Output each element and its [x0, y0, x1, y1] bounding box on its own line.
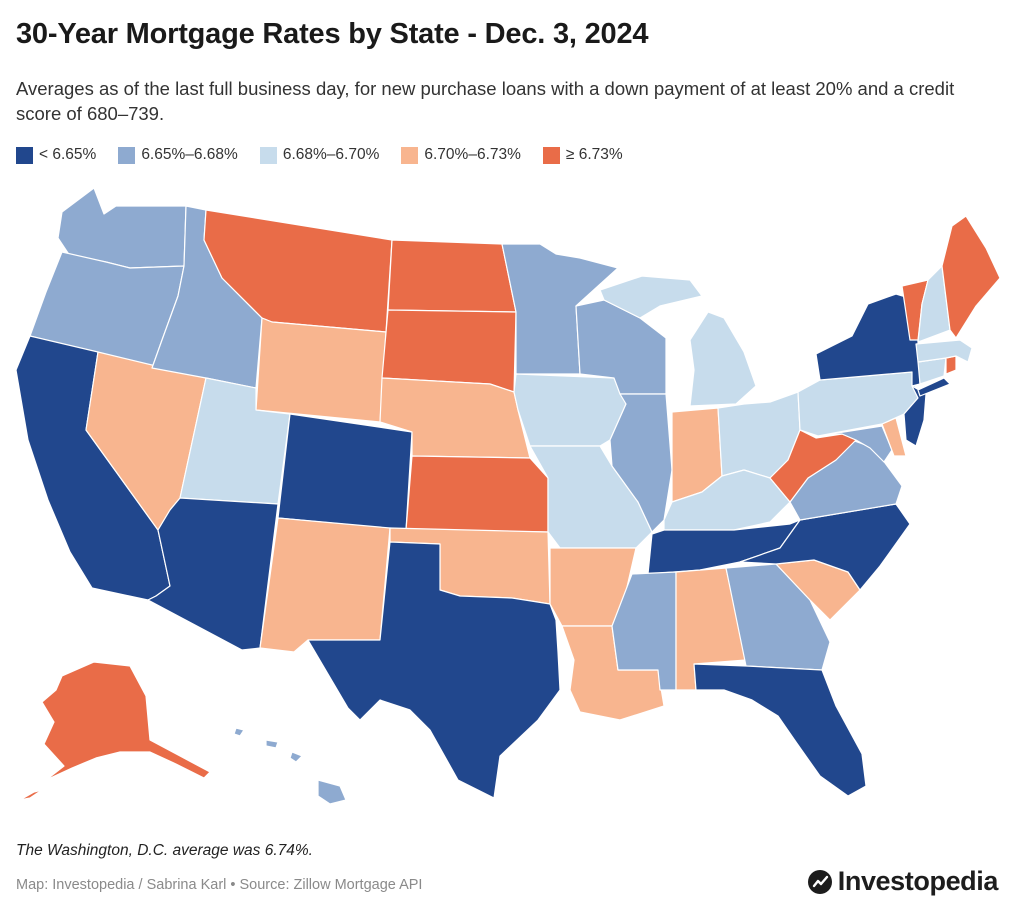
state-WY[interactable] [255, 317, 387, 423]
legend: < 6.65% 6.65%–6.68% 6.68%–6.70% 6.70%–6.… [16, 146, 645, 164]
footnote-dc: The Washington, D.C. average was 6.74%. [16, 842, 313, 859]
state-CO[interactable] [277, 413, 413, 531]
state-RI[interactable] [945, 355, 957, 375]
legend-item-bin-1: 6.65%–6.68% [118, 146, 238, 164]
legend-label: 6.65%–6.68% [141, 146, 238, 163]
state-AK[interactable] [19, 661, 211, 801]
legend-swatch [16, 146, 33, 164]
chart-title: 30-Year Mortgage Rates by State - Dec. 3… [16, 18, 649, 50]
legend-item-bin-0: < 6.65% [16, 146, 96, 164]
state-ND[interactable] [387, 239, 517, 313]
state-PA[interactable] [797, 371, 919, 437]
state-IA[interactable] [513, 373, 627, 447]
legend-label: < 6.65% [39, 146, 97, 163]
us-choropleth-map [15, 187, 1001, 805]
legend-swatch [118, 146, 136, 164]
legend-item-bin-2: 6.68%–6.70% [259, 146, 380, 164]
legend-swatch [259, 146, 277, 164]
legend-label: ≥ 6.73% [565, 146, 623, 163]
investopedia-logo-icon [807, 869, 832, 894]
state-AZ[interactable] [147, 497, 279, 651]
state-HI[interactable] [233, 727, 347, 805]
investopedia-logo: Investopedia [807, 866, 998, 897]
state-IL[interactable] [609, 393, 673, 533]
brand-name: Investopedia [837, 866, 999, 896]
state-TX[interactable] [307, 541, 561, 799]
state-NH[interactable] [917, 265, 951, 343]
chart-subtitle: Averages as of the last full business da… [16, 78, 955, 124]
state-ME[interactable] [941, 215, 1001, 339]
legend-swatch [542, 146, 560, 164]
state-NJ[interactable] [903, 385, 927, 447]
state-MO[interactable] [529, 445, 653, 549]
state-MN[interactable] [501, 243, 619, 375]
source-credit: Map: Investopedia / Sabrina Karl • Sourc… [16, 877, 423, 893]
state-FL[interactable] [693, 663, 867, 797]
legend-label: 6.70%–6.73% [424, 146, 521, 163]
legend-swatch [401, 146, 419, 164]
state-NM[interactable] [259, 517, 391, 653]
state-MI[interactable] [599, 275, 757, 407]
legend-item-bin-4: ≥ 6.73% [542, 146, 623, 164]
legend-item-bin-3: 6.70%–6.73% [401, 146, 521, 164]
legend-label: 6.68%–6.70% [282, 146, 380, 163]
state-MA[interactable] [915, 339, 973, 363]
state-KS[interactable] [405, 455, 549, 533]
